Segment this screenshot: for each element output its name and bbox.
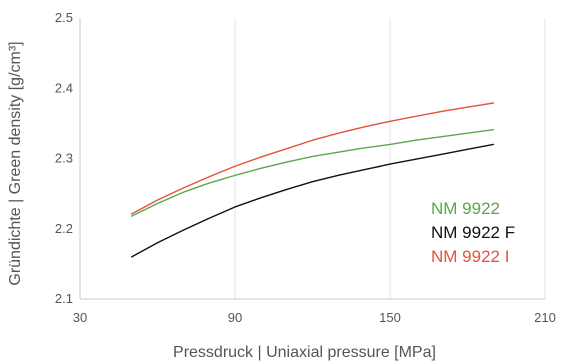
y-tick-label-4: 2.5	[55, 10, 73, 25]
series-line-2	[130, 102, 495, 215]
y-tick-label-0: 2.1	[55, 291, 73, 306]
x-tick-label-1: 90	[228, 310, 242, 325]
series-line-0	[130, 129, 495, 217]
axis-layer: 30 90 150 210 2.1 2.2 2.3 2.4 2.5 Pressdruck | Un…	[7, 10, 556, 361]
x-axis-title: Pressdruck | Uniaxial pressure [MPa]	[173, 344, 436, 361]
y-tick-label-2: 2.3	[55, 151, 73, 166]
legend-entry-0: NM 9922	[431, 199, 500, 218]
x-tick-label-2: 150	[379, 310, 401, 325]
legend-entry-1: NM 9922 F	[431, 223, 515, 242]
x-tick-label-0: 30	[73, 310, 87, 325]
legend-entry-2: NM 9922 I	[431, 247, 509, 266]
series-line-1	[130, 143, 495, 258]
y-axis-title: Gründichte | Green density [g/cm³]	[7, 41, 24, 285]
y-tick-label-3: 2.4	[55, 80, 73, 95]
series-layer	[130, 102, 495, 258]
x-tick-label-3: 210	[534, 310, 556, 325]
legend-layer: NM 9922 NM 9922 F NM 9922 I	[431, 199, 515, 266]
y-tick-label-1: 2.2	[55, 221, 73, 236]
